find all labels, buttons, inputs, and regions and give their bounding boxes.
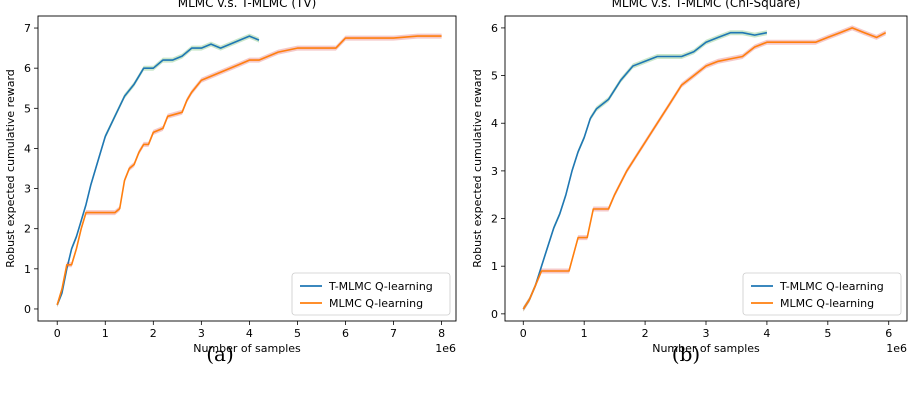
legend-box (742, 272, 902, 316)
series-line (522, 31, 768, 310)
legend: T-MLMC Q-learning MLMC Q-learning (742, 272, 902, 316)
chart-title: MLMC v.s. T-MLMC (Chi-Square) (612, 0, 801, 10)
y-tick-label: 4 (491, 117, 498, 130)
y-tick-label: 1 (24, 263, 31, 276)
y-tick-label: 3 (491, 165, 498, 178)
y-tick-label: 2 (491, 213, 498, 226)
chart-b: MLMC v.s. T-MLMC (Chi-Square) 0 1 2 3 4 5 6 0 1 2 3… (471, 0, 908, 355)
x-tick-label: 0 (54, 327, 61, 340)
series-band (57, 33, 260, 308)
x-tick-label: 4 (246, 327, 253, 340)
x-tick-label: 1 (581, 327, 588, 340)
y-tick-label: 6 (24, 62, 31, 75)
x-tick-label: 4 (763, 327, 770, 340)
x-tick-label: 8 (438, 327, 445, 340)
x-tick-label: 2 (150, 327, 157, 340)
legend-label: MLMC Q-learning (329, 297, 423, 310)
caption-b: (b) (671, 342, 701, 366)
y-tick-label: 4 (24, 142, 31, 155)
x-tick-label: 6 (885, 327, 892, 340)
legend: T-MLMC Q-learning MLMC Q-learning (291, 272, 451, 316)
x-tick-label: 3 (198, 327, 205, 340)
y-tick-label: 5 (491, 70, 498, 83)
legend-label: T-MLMC Q-learning (779, 280, 884, 293)
y-tick-label: 2 (24, 223, 31, 236)
y-tick-label: 0 (491, 308, 498, 321)
x-tick-label: 5 (824, 327, 831, 340)
series-band (523, 25, 886, 312)
x-tick-label: 2 (642, 327, 649, 340)
caption-a: (a) (206, 342, 234, 366)
y-axis-label: Robust expected cumulative reward (4, 69, 17, 268)
series-line (56, 35, 260, 306)
legend-label: MLMC Q-learning (780, 297, 874, 310)
series-band (57, 33, 442, 308)
plot-frame (37, 15, 457, 322)
x-multiplier-label: 1e6 (886, 342, 907, 355)
y-tick-label: 5 (24, 102, 31, 115)
y-axis-label: Robust expected cumulative reward (471, 69, 484, 268)
y-tick-label: 6 (491, 22, 498, 35)
x-tick-label: 6 (342, 327, 349, 340)
legend-label: T-MLMC Q-learning (328, 280, 433, 293)
chart-a: MLMC v.s. T-MLMC (TV) 0 1 2 3 4 5 6 7 8 0 1 2 3 4 5 6 7 Nu… (4, 0, 457, 355)
y-tick-label: 3 (24, 183, 31, 196)
y-tick-label: 0 (24, 303, 31, 316)
x-tick-label: 1 (102, 327, 109, 340)
x-tick-label: 3 (703, 327, 710, 340)
series-line (56, 35, 442, 306)
x-tick-label: 7 (390, 327, 397, 340)
y-tick-label: 1 (491, 260, 498, 273)
x-axis-label: Number of samples (652, 342, 760, 355)
chart-title: MLMC v.s. T-MLMC (TV) (178, 0, 317, 10)
legend-box (291, 272, 451, 316)
x-multiplier-label: 1e6 (435, 342, 456, 355)
series-line (522, 27, 887, 310)
x-tick-label: 5 (294, 327, 301, 340)
y-tick-label: 7 (24, 22, 31, 35)
x-tick-label: 0 (520, 327, 527, 340)
x-axis-label: Number of samples (193, 342, 301, 355)
